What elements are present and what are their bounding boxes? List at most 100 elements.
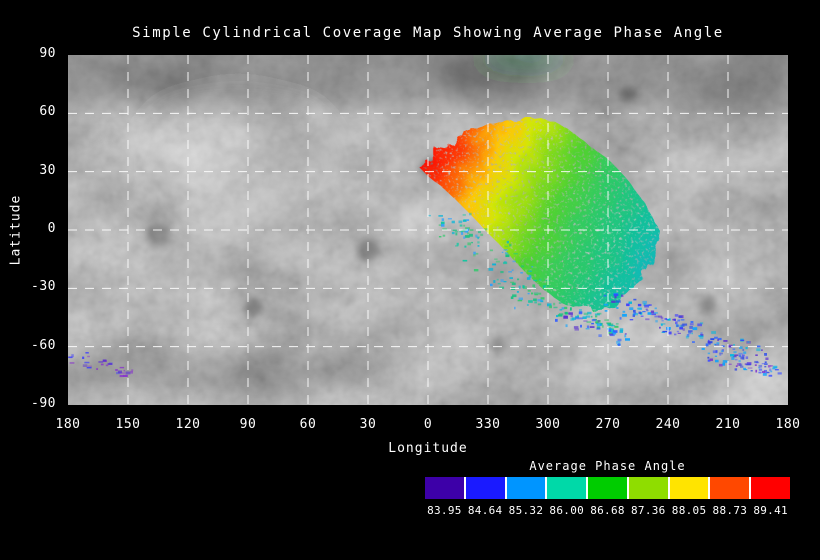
speckle xyxy=(732,348,736,350)
speckle xyxy=(660,323,663,326)
speckle xyxy=(504,252,509,255)
speckle xyxy=(465,227,470,230)
speckle xyxy=(464,245,467,248)
speckle xyxy=(84,361,90,364)
speckle xyxy=(469,212,472,216)
speckle xyxy=(441,218,445,221)
speckle xyxy=(596,327,601,330)
speckle xyxy=(451,220,455,224)
speckle xyxy=(653,312,658,314)
speckle xyxy=(558,313,564,316)
speckle xyxy=(774,369,779,371)
speckle xyxy=(700,332,703,335)
colorbar-tick-label: 88.73 xyxy=(712,504,748,517)
speckle xyxy=(646,309,649,312)
y-tick-label: -60 xyxy=(31,337,56,353)
speckle xyxy=(624,333,627,335)
speckle xyxy=(469,229,474,231)
speckle xyxy=(734,358,738,361)
speckle xyxy=(739,346,743,349)
speckle xyxy=(483,228,489,231)
speckle xyxy=(606,322,612,324)
x-tick-label: 180 xyxy=(55,417,81,432)
speckle xyxy=(520,272,523,274)
y-tick-label: 0 xyxy=(47,221,56,236)
speckle xyxy=(130,370,133,374)
speckle xyxy=(563,315,568,319)
speckle xyxy=(728,344,733,347)
speckle xyxy=(68,356,73,359)
speckle xyxy=(503,249,508,251)
speckle xyxy=(510,296,514,299)
speckle xyxy=(680,319,685,321)
speckle xyxy=(619,317,622,320)
speckle xyxy=(754,360,759,364)
speckle xyxy=(493,280,496,283)
speckle xyxy=(428,214,431,217)
speckle xyxy=(742,348,745,351)
speckle xyxy=(691,332,693,335)
speckle xyxy=(608,323,614,327)
speckle xyxy=(107,363,113,365)
colorbar-segment xyxy=(710,477,750,499)
speckle xyxy=(526,277,531,280)
speckle xyxy=(629,319,634,321)
speckle xyxy=(522,285,525,289)
speckle xyxy=(517,299,523,302)
speckle xyxy=(473,269,479,272)
speckle xyxy=(553,302,556,306)
speckle xyxy=(624,334,627,338)
speckle xyxy=(682,323,688,326)
speckle xyxy=(746,362,752,365)
speckle xyxy=(578,311,582,315)
speckle xyxy=(680,324,685,327)
speckle xyxy=(608,331,613,335)
speckle xyxy=(679,326,683,330)
speckle xyxy=(575,316,579,320)
speckle xyxy=(743,369,748,371)
speckle xyxy=(466,219,470,221)
speckle xyxy=(651,313,656,316)
speckle xyxy=(531,292,533,295)
speckle xyxy=(473,251,476,255)
speckle xyxy=(591,322,594,325)
speckle xyxy=(527,292,530,295)
speckle xyxy=(761,349,763,351)
speckle xyxy=(463,219,466,222)
speckle xyxy=(616,307,619,309)
speckle xyxy=(595,315,598,318)
speckle xyxy=(604,319,609,321)
speckle xyxy=(614,295,617,299)
speckle xyxy=(668,331,672,335)
speckle xyxy=(122,374,128,377)
speckle xyxy=(511,282,516,286)
speckle xyxy=(675,321,678,325)
speckle xyxy=(546,285,550,287)
speckle xyxy=(637,303,642,307)
speckle xyxy=(510,281,515,283)
speckle xyxy=(534,301,537,304)
speckle xyxy=(596,312,602,315)
colorbar-tick-label: 87.36 xyxy=(630,504,666,517)
speckle xyxy=(709,358,713,361)
speckle xyxy=(589,326,595,328)
speckle xyxy=(714,355,718,357)
speckle xyxy=(596,323,602,326)
speckle xyxy=(690,321,694,323)
speckle xyxy=(509,277,513,279)
speckle xyxy=(664,318,667,320)
speckle xyxy=(738,354,742,358)
speckle xyxy=(699,337,704,340)
colorbar-tick-label: 84.64 xyxy=(467,504,503,517)
speckle xyxy=(100,363,104,366)
speckle xyxy=(745,363,751,366)
x-tick-label: 180 xyxy=(775,417,801,432)
speckle xyxy=(69,362,75,364)
speckle xyxy=(533,292,539,295)
speckle xyxy=(463,224,466,227)
speckle xyxy=(610,325,615,327)
speckle xyxy=(464,230,468,233)
speckle xyxy=(442,234,446,237)
speckle xyxy=(644,304,650,308)
